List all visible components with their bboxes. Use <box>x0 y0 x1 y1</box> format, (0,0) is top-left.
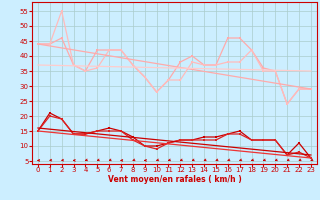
X-axis label: Vent moyen/en rafales ( km/h ): Vent moyen/en rafales ( km/h ) <box>108 175 241 184</box>
